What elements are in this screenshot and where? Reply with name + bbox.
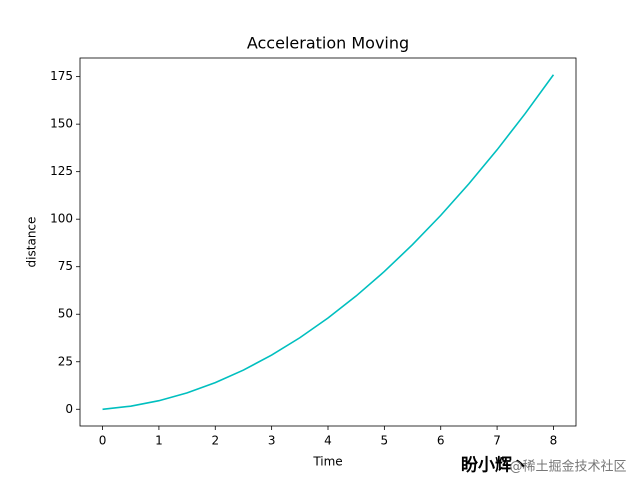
y-tick-label: 100 [50, 212, 73, 226]
line-series [102, 74, 555, 411]
x-tick-label: 4 [324, 434, 332, 448]
chart-title: Acceleration Moving [247, 34, 409, 53]
x-tick-label: 5 [381, 434, 389, 448]
y-tick-label: 125 [50, 164, 73, 178]
watermark-author: 盼小辉丶 [461, 456, 529, 476]
y-tick-label: 150 [50, 117, 73, 131]
axes-frame [79, 57, 577, 427]
x-tick-label: 1 [155, 434, 163, 448]
y-tick-label: 50 [58, 307, 73, 321]
x-tick-label: 3 [268, 434, 276, 448]
x-tick-label: 0 [99, 434, 107, 448]
y-tick-label: 0 [65, 402, 73, 416]
x-tick-label: 2 [211, 434, 219, 448]
y-tick-label: 75 [58, 259, 73, 273]
x-tick-label: 6 [437, 434, 445, 448]
y-tick-label: 175 [50, 69, 73, 83]
y-axis-label: distance [25, 217, 39, 268]
x-tick-label: 7 [493, 434, 501, 448]
x-axis-label: Time [312, 455, 342, 469]
watermark-site: @稀土掘金技术社区 [509, 459, 626, 475]
y-tick-label: 25 [58, 354, 73, 368]
x-tick-label: 8 [550, 434, 558, 448]
